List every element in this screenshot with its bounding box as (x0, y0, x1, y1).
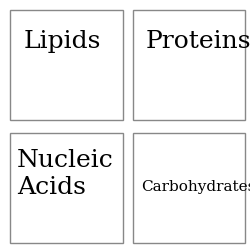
Text: Lipids: Lipids (24, 30, 101, 53)
Text: Nucleic
Acids: Nucleic Acids (17, 149, 114, 198)
Text: Carbohydrates: Carbohydrates (142, 180, 250, 194)
Bar (132, 132, 245, 242)
Text: Proteins: Proteins (146, 30, 250, 53)
Bar (10, 10, 122, 120)
Bar (132, 10, 245, 120)
Bar (10, 132, 122, 242)
